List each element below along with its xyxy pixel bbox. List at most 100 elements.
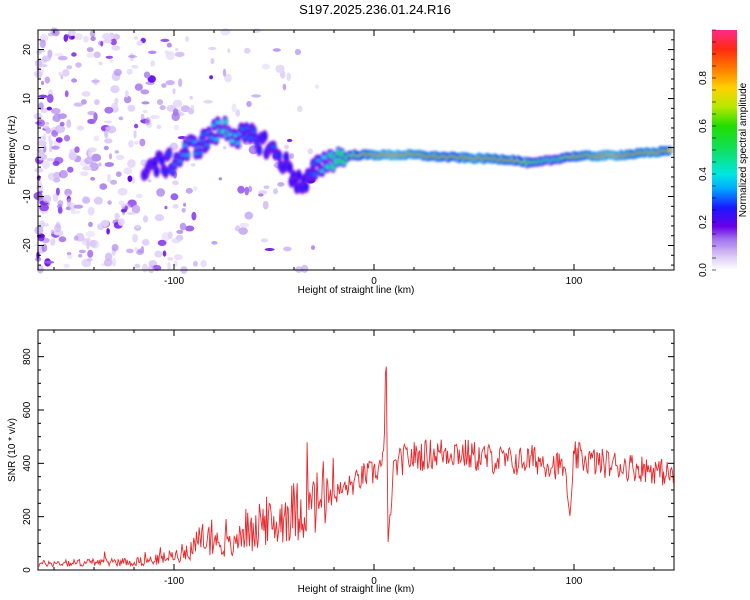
- noise-blob: [301, 264, 309, 273]
- noise-blob: [44, 76, 51, 84]
- noise-blob: [67, 252, 73, 260]
- noise-blob: [86, 47, 94, 53]
- noise-blob: [111, 45, 121, 51]
- noise-blob: [126, 248, 134, 254]
- noise-blob: [64, 90, 69, 98]
- ridge-core: [276, 153, 282, 158]
- noise-blob: [167, 261, 171, 271]
- noise-blob: [135, 225, 141, 229]
- noise-blob: [67, 166, 74, 173]
- noise-blob: [58, 71, 63, 76]
- y-tick-label: 600: [22, 401, 33, 418]
- noise-blob: [87, 206, 95, 216]
- spectrogram-ridge: [140, 115, 673, 195]
- noise-blob: [63, 263, 70, 269]
- y-tick-label: 20: [22, 44, 33, 56]
- noise-blob: [175, 47, 179, 52]
- noise-blob: [104, 162, 115, 167]
- noise-blob: [147, 265, 155, 274]
- noise-blob: [165, 80, 175, 86]
- spectrogram-x-ticks: -100 0 100: [53, 30, 655, 287]
- noise-blob: [220, 28, 231, 36]
- noise-blob: [235, 109, 241, 117]
- noise-blob: [244, 211, 254, 220]
- noise-blob: [51, 145, 60, 150]
- noise-blob: [238, 227, 248, 235]
- noise-blob: [172, 88, 176, 95]
- ridge-core: [312, 173, 318, 177]
- noise-blob: [165, 51, 175, 61]
- noise-blob: [93, 135, 100, 142]
- noise-blob: [310, 245, 316, 250]
- noise-blob: [181, 207, 186, 213]
- ridge-core: [302, 177, 307, 182]
- noise-blob: [78, 253, 83, 258]
- noise-blob: [244, 186, 249, 196]
- ridge-core: [303, 185, 309, 189]
- noise-blob: [91, 79, 101, 84]
- ridge-core: [325, 165, 330, 169]
- noise-blob: [104, 138, 113, 144]
- noise-blob: [140, 89, 150, 95]
- noise-blob: [34, 167, 44, 173]
- noise-blob: [87, 118, 96, 125]
- noise-blob: [172, 99, 183, 108]
- noise-blob: [105, 55, 114, 59]
- noise-blob: [104, 129, 109, 139]
- ridge-layer: [140, 115, 673, 195]
- noise-blob: [208, 46, 217, 51]
- noise-blob: [74, 146, 80, 153]
- noise-blob: [131, 176, 136, 184]
- noise-blob: [81, 91, 91, 97]
- noise-blob: [190, 163, 196, 167]
- noise-blob: [277, 182, 285, 187]
- noise-blob: [90, 36, 96, 42]
- noise-blob: [102, 39, 112, 44]
- noise-blob: [170, 193, 179, 201]
- noise-blob: [200, 260, 207, 268]
- snr-x-label: Height of straight line (km): [298, 584, 415, 595]
- noise-blob: [57, 200, 64, 206]
- noise-blob: [104, 106, 114, 114]
- noise-blob: [66, 65, 73, 70]
- noise-blob: [239, 222, 250, 228]
- noise-blob: [193, 186, 198, 191]
- noise-blob: [150, 60, 156, 67]
- noise-blob: [164, 205, 168, 210]
- noise-blob: [128, 140, 134, 148]
- noise-blob: [45, 121, 50, 125]
- noise-blob: [82, 196, 91, 204]
- noise-blob: [109, 59, 114, 63]
- noise-blob: [73, 235, 79, 241]
- y-tick-label: -10: [22, 189, 33, 204]
- ridge-core: [251, 129, 256, 134]
- noise-blob: [140, 159, 148, 167]
- noise-blob: [66, 198, 72, 208]
- noise-blob: [134, 123, 139, 129]
- noise-blob: [179, 222, 187, 231]
- noise-blob: [184, 225, 195, 232]
- noise-blob: [185, 187, 193, 194]
- noise-blob: [50, 229, 55, 235]
- noise-blob: [131, 204, 141, 214]
- noise-blob: [183, 202, 187, 207]
- noise-blob: [222, 68, 227, 77]
- snr-series-line: [37, 366, 674, 568]
- noise-blob: [314, 84, 320, 89]
- noise-blob: [36, 175, 41, 181]
- noise-blob: [154, 250, 163, 258]
- noise-blob: [87, 249, 94, 258]
- y-tick-label: 0: [22, 567, 33, 573]
- noise-blob: [174, 51, 185, 58]
- snr-y-label: SNR (10 * v/v): [7, 418, 18, 482]
- ridge-core: [192, 140, 197, 144]
- noise-blob: [41, 223, 50, 227]
- noise-blob: [114, 97, 119, 105]
- chart-title: S197.2025.236.01.24.R16: [299, 2, 451, 17]
- noise-blob: [42, 55, 52, 62]
- noise-blob: [114, 212, 120, 220]
- noise-blob: [123, 167, 133, 175]
- noise-blob: [262, 200, 269, 210]
- noise-blob: [145, 117, 151, 126]
- noise-blob: [231, 103, 237, 113]
